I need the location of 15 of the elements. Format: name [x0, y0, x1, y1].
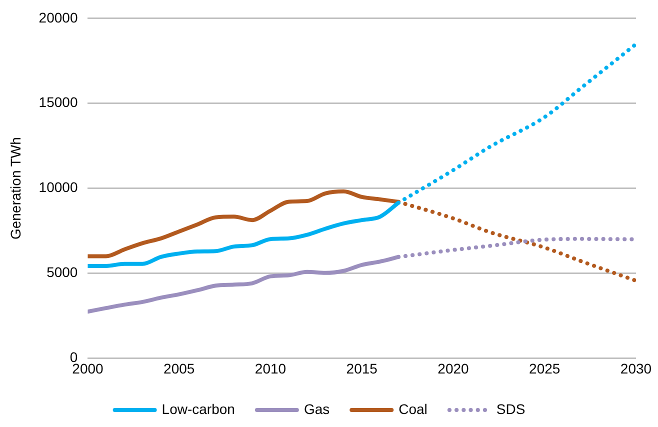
- y-tick-label: 15000: [38, 94, 78, 110]
- legend-label: SDS: [496, 400, 526, 417]
- x-tick-label: 2025: [529, 360, 560, 376]
- legend-label: Gas: [304, 400, 330, 417]
- x-tick-label: 2015: [346, 360, 378, 376]
- y-tick-label: 20000: [38, 9, 78, 26]
- legend-label: Coal: [398, 400, 428, 417]
- y-tick-label: 10000: [38, 179, 78, 196]
- x-tick-label: 2020: [438, 360, 470, 376]
- x-tick-label: 2005: [164, 360, 195, 376]
- x-tick-label: 2030: [620, 360, 652, 376]
- x-tick-label: 2010: [254, 360, 286, 376]
- y-tick-label: 5000: [46, 264, 78, 280]
- legend-label: Low-carbon: [162, 400, 235, 417]
- y-axis-title: Generation TWh: [7, 137, 24, 240]
